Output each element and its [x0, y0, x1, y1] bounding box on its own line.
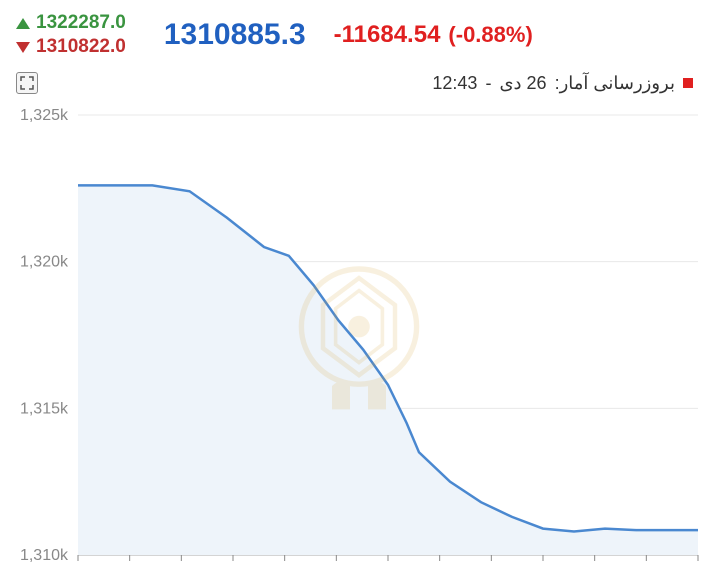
high-low-block: 1322287.0 1310822.0 [16, 12, 126, 58]
stock-widget: 1322287.0 1310822.0 1310885.3 -11684.54 … [0, 0, 717, 585]
update-sep: - [485, 73, 491, 94]
low-value: 1310822.0 [36, 36, 126, 58]
line-chart[interactable]: 1,325k 1,320k 1,315k 1,310k [8, 105, 709, 577]
svg-text:1,310k: 1,310k [20, 547, 69, 564]
chart-area: 1,325k 1,320k 1,315k 1,310k [8, 105, 709, 577]
update-label: بروزرسانی آمار: [555, 73, 675, 94]
expand-button[interactable] [16, 72, 38, 94]
update-info: بروزرسانی آمار: 26 دی - 12:43 [432, 73, 693, 94]
change-block: -11684.54 (-0.88%) [334, 21, 533, 49]
high-value: 1322287.0 [36, 12, 126, 34]
update-time: 12:43 [432, 73, 477, 94]
svg-text:1,320k: 1,320k [20, 254, 69, 271]
expand-icon [20, 76, 34, 90]
header-row: 1322287.0 1310822.0 1310885.3 -11684.54 … [8, 8, 709, 62]
subheader-row: بروزرسانی آمار: 26 دی - 12:43 [8, 62, 709, 98]
change-value: -11684.54 [334, 21, 441, 49]
live-marker-icon [683, 78, 693, 88]
svg-text:1,325k: 1,325k [20, 107, 69, 124]
index-value: 1310885.3 [164, 18, 306, 52]
change-percent: (-0.88%) [448, 22, 532, 48]
high-line: 1322287.0 [16, 12, 126, 34]
up-triangle-icon [16, 18, 30, 29]
update-date: 26 دی [499, 73, 546, 94]
down-triangle-icon [16, 42, 30, 53]
low-line: 1310822.0 [16, 36, 126, 58]
svg-text:1,315k: 1,315k [20, 400, 69, 417]
